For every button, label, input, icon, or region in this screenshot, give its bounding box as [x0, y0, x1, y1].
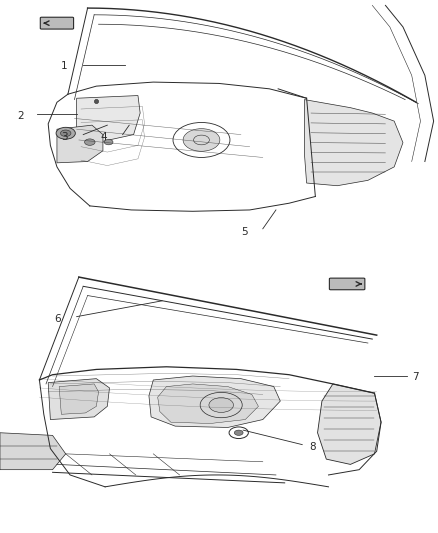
Text: 1: 1	[61, 61, 68, 71]
Text: 6: 6	[55, 314, 61, 324]
Circle shape	[234, 430, 243, 435]
Text: 7: 7	[412, 373, 418, 382]
Polygon shape	[304, 100, 403, 185]
Polygon shape	[0, 433, 66, 470]
Text: 2: 2	[18, 111, 24, 121]
Circle shape	[209, 398, 233, 413]
Circle shape	[60, 130, 71, 136]
Circle shape	[183, 128, 220, 151]
Polygon shape	[149, 376, 280, 427]
FancyBboxPatch shape	[329, 278, 365, 290]
Polygon shape	[59, 384, 99, 414]
Polygon shape	[48, 378, 110, 419]
Text: 5: 5	[241, 227, 247, 237]
Circle shape	[85, 139, 95, 146]
Polygon shape	[57, 125, 103, 163]
Circle shape	[56, 127, 75, 139]
Text: 3: 3	[61, 132, 68, 142]
Polygon shape	[77, 95, 140, 141]
Text: 4: 4	[101, 132, 107, 142]
Polygon shape	[158, 384, 258, 424]
Circle shape	[104, 140, 113, 145]
Polygon shape	[318, 384, 381, 464]
Text: 8: 8	[309, 442, 315, 453]
FancyBboxPatch shape	[40, 17, 74, 29]
